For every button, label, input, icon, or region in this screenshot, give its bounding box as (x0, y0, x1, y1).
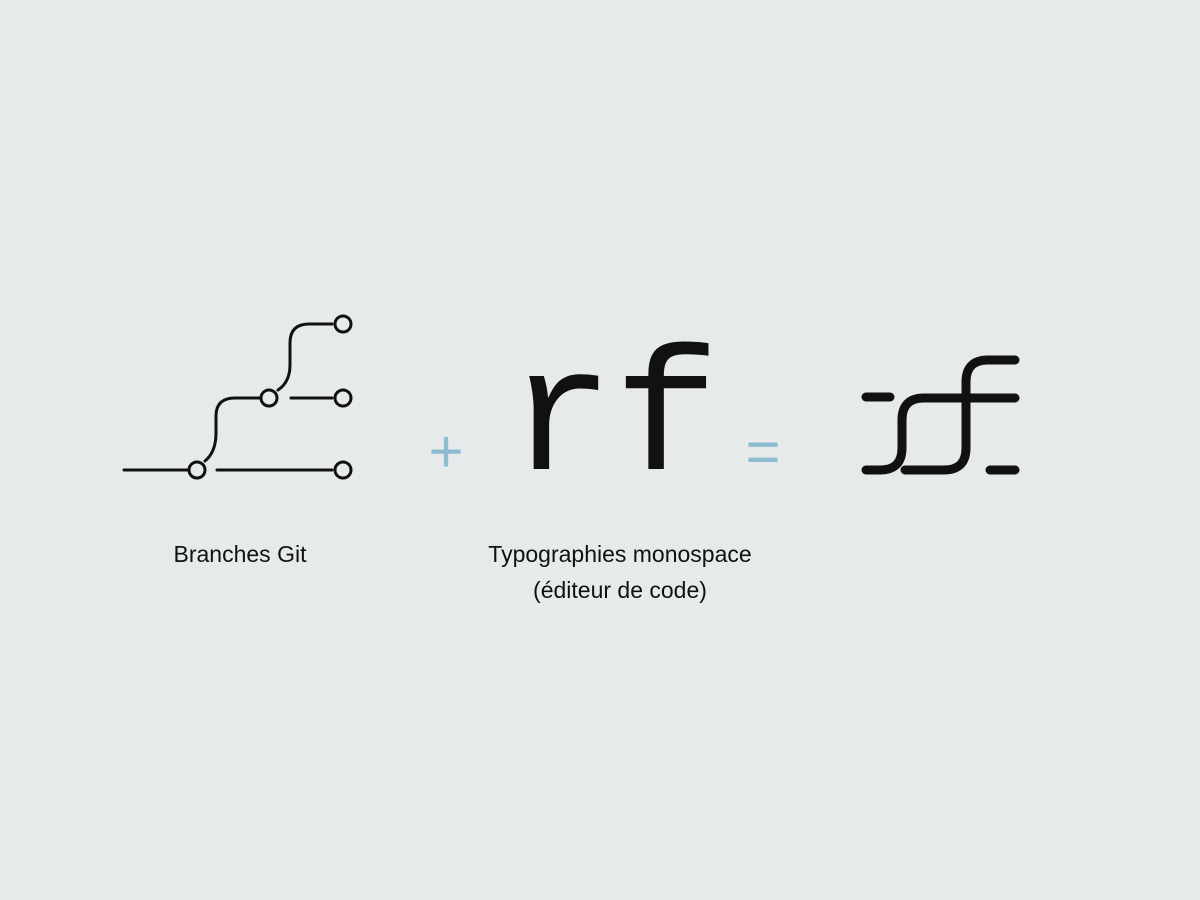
equals-operator: = (745, 418, 780, 485)
commit-node-main (187, 460, 207, 480)
commit-node-level2-end (333, 314, 353, 334)
caption-monospace: Typographies monospace (éditeur de code) (460, 536, 780, 608)
logo-f-stem-curve (900, 355, 1020, 475)
caption-monospace-line1: Typographies monospace (488, 541, 752, 567)
rf-ligature-logo (861, 355, 1020, 475)
commit-node-main-end (333, 460, 353, 480)
commit-node-level1 (259, 388, 279, 408)
caption-git-branches-text: Branches Git (173, 541, 307, 567)
monospace-rf-sample: rf (508, 322, 719, 522)
caption-git-branches: Branches Git (120, 536, 360, 572)
branch-curve-level1 (203, 396, 261, 463)
branch-curve-level2 (276, 322, 334, 392)
git-branches-icon (122, 314, 353, 480)
caption-monospace-line2: (éditeur de code) (533, 577, 707, 603)
logo-r-stem-curve (861, 393, 1020, 475)
commit-node-level1-end (333, 388, 353, 408)
plus-operator: + (428, 418, 463, 485)
